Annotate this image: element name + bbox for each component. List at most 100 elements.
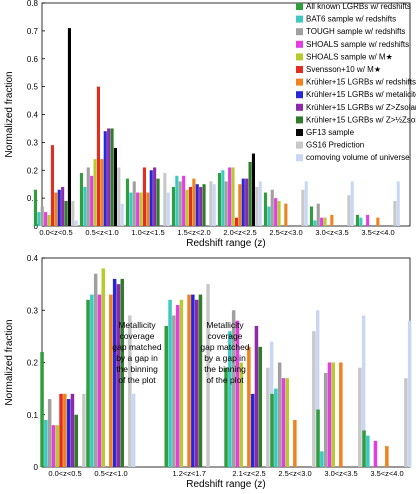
bar bbox=[33, 189, 37, 226]
bar bbox=[199, 186, 203, 226]
x-tick-label: 2.5<z<3.0 bbox=[269, 228, 302, 237]
bar bbox=[44, 212, 48, 226]
bar bbox=[396, 181, 400, 226]
gap-annotation-left: Metallicity coverage gap matched by a ga… bbox=[112, 320, 162, 385]
bar bbox=[224, 367, 228, 467]
bar bbox=[361, 315, 366, 467]
bar bbox=[90, 294, 94, 467]
bar bbox=[109, 294, 113, 467]
bar bbox=[270, 393, 274, 467]
legend-swatch bbox=[296, 15, 303, 23]
bar bbox=[217, 173, 221, 226]
y-tick-label: 0.2 bbox=[27, 166, 39, 175]
bar bbox=[47, 399, 52, 467]
bar bbox=[110, 128, 114, 226]
bar bbox=[404, 378, 408, 467]
bar bbox=[175, 305, 180, 467]
bar bbox=[66, 399, 71, 467]
bar bbox=[112, 278, 117, 467]
bar bbox=[132, 181, 136, 226]
legend-label: Krühler+15 LGRBs w/ Z>½Zsolar bbox=[306, 115, 416, 124]
bar bbox=[301, 189, 305, 226]
bar bbox=[187, 294, 191, 467]
bar bbox=[153, 167, 157, 226]
bar bbox=[258, 181, 262, 226]
bar bbox=[277, 362, 282, 467]
bar bbox=[101, 268, 105, 467]
bar bbox=[248, 161, 252, 226]
bar bbox=[274, 388, 278, 467]
y-tick-label: 0.6 bbox=[27, 55, 39, 64]
bar bbox=[313, 220, 317, 226]
bar bbox=[120, 203, 124, 226]
legend-label: SHOALS sample w/ redshifts bbox=[306, 40, 409, 49]
y-tick-label: 0.4 bbox=[27, 111, 39, 120]
legend-swatch bbox=[296, 78, 303, 86]
bar bbox=[330, 214, 334, 226]
bar bbox=[202, 184, 206, 226]
bar bbox=[362, 430, 366, 467]
legend-label: GS16 Prediction bbox=[306, 141, 364, 150]
y-tick-label: 0.3 bbox=[27, 306, 39, 315]
x-tick-label: 3.0<z<3.5 bbox=[324, 469, 357, 478]
bar bbox=[315, 310, 320, 467]
bar bbox=[255, 186, 259, 226]
bar bbox=[350, 181, 354, 226]
bar bbox=[93, 159, 97, 226]
x-tick-label: 0.0<z<0.5 bbox=[39, 228, 72, 237]
bar bbox=[172, 315, 176, 467]
bar bbox=[285, 378, 289, 467]
legend-label: TOUGH sample w/ redshifts bbox=[306, 27, 405, 36]
bar bbox=[86, 167, 90, 226]
legend-swatch bbox=[296, 40, 303, 48]
x-axis-label: Redshift range (z) bbox=[186, 479, 265, 489]
bar bbox=[373, 440, 378, 467]
bar bbox=[221, 170, 225, 226]
bar bbox=[385, 446, 389, 467]
bar bbox=[166, 192, 170, 226]
legend-swatch bbox=[296, 3, 303, 10]
y-tick-label: 0.5 bbox=[27, 83, 39, 92]
bar bbox=[331, 362, 335, 467]
bar bbox=[64, 200, 68, 226]
legend-label: Krühler+15 LGRBs w/ redshifts bbox=[306, 78, 416, 87]
bar bbox=[195, 184, 199, 226]
bar bbox=[251, 153, 255, 226]
y-tick-label: 0.1 bbox=[27, 194, 39, 203]
bar bbox=[234, 217, 238, 226]
bar bbox=[284, 203, 288, 226]
bar bbox=[274, 198, 278, 226]
legend-swatch bbox=[296, 154, 303, 162]
legend-swatch bbox=[296, 66, 303, 73]
bar bbox=[178, 181, 182, 226]
bar bbox=[267, 206, 271, 226]
bar bbox=[358, 367, 362, 467]
bar bbox=[316, 409, 320, 467]
bar bbox=[146, 192, 150, 226]
legend-label: SHOALS sample w/ M★ bbox=[306, 52, 393, 61]
bar bbox=[82, 393, 86, 467]
y-tick-label: 0 bbox=[34, 463, 39, 472]
bar bbox=[70, 393, 75, 467]
y-tick-label: 0 bbox=[34, 222, 39, 231]
bar bbox=[163, 173, 167, 226]
bar bbox=[245, 178, 249, 226]
legend-swatch bbox=[296, 103, 303, 111]
bar bbox=[258, 346, 262, 467]
bar bbox=[407, 320, 412, 467]
x-tick-label: 1.2<z<1.7 bbox=[173, 469, 206, 478]
bar bbox=[355, 214, 359, 226]
bar bbox=[61, 186, 65, 226]
bar bbox=[231, 310, 236, 467]
y-axis-label: Normalized fraction bbox=[4, 319, 15, 405]
bar bbox=[238, 184, 242, 226]
bar bbox=[339, 362, 343, 467]
bar bbox=[57, 189, 61, 226]
bar bbox=[44, 419, 48, 467]
bar bbox=[63, 393, 67, 467]
bar bbox=[228, 331, 232, 467]
bar bbox=[323, 217, 327, 226]
bar bbox=[71, 200, 75, 226]
x-tick-label: 0.5<z<1.0 bbox=[85, 228, 118, 237]
bar bbox=[37, 212, 41, 226]
